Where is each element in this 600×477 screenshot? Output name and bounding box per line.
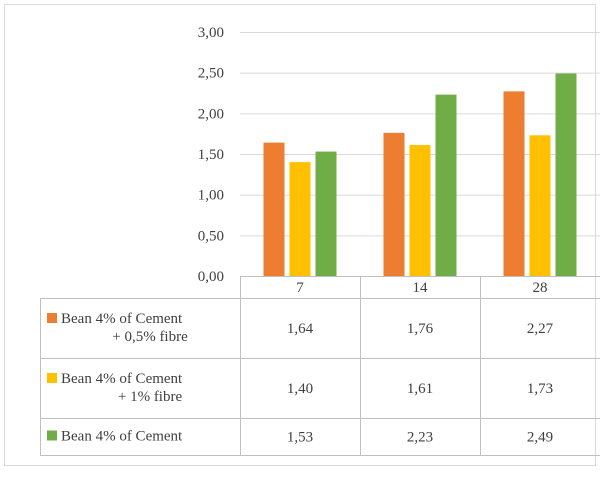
y-tick-label: 0,00: [198, 269, 224, 285]
series-name-label: Bean 4% of Cement: [61, 371, 183, 387]
bar: [315, 151, 337, 276]
bar: [289, 162, 311, 276]
data-value-label: 2,49: [527, 430, 553, 446]
data-value-label: 1,40: [287, 381, 313, 397]
data-table: 7 14 28 Bean 4% of Cement + 0,5% fibre 1,64 1,…: [40, 276, 600, 456]
data-value-label: 2,27: [527, 321, 554, 337]
series-name-label: Bean 4% of Cement: [61, 429, 183, 445]
legend-swatch: [47, 373, 57, 383]
x-category-label: 7: [296, 280, 304, 296]
series-name-label: + 0,5% fibre: [112, 329, 188, 345]
bars: [263, 73, 577, 276]
bar: [555, 73, 577, 276]
x-category-label: 14: [413, 280, 429, 296]
data-value-label: 1,64: [287, 321, 314, 337]
y-tick-label: 2,50: [198, 66, 224, 82]
data-value-label: 1,53: [287, 430, 313, 446]
bar: [529, 135, 551, 276]
data-value-label: 1,76: [407, 321, 434, 337]
legend-swatch: [47, 313, 57, 323]
y-tick-label: 1,50: [198, 147, 224, 163]
y-tick-label: 2,00: [198, 106, 224, 122]
bar: [503, 91, 525, 276]
y-tick-label: 0,50: [198, 228, 224, 244]
y-tick-label: 1,00: [198, 188, 224, 204]
legend-swatch: [47, 430, 57, 441]
y-tick-label: 3,00: [198, 25, 224, 41]
series-name-label: + 1% fibre: [118, 389, 183, 405]
data-value-label: 2,23: [407, 430, 433, 446]
bar: [409, 145, 431, 276]
data-value-label: 1,61: [407, 381, 433, 397]
y-axis-tick-labels: 0,00 0,50 1,00 1,50 2,00 2,50 3,00: [198, 25, 224, 285]
bar: [383, 132, 405, 276]
bar: [435, 94, 457, 276]
bar: [263, 142, 285, 276]
data-value-label: 1,73: [527, 381, 553, 397]
x-category-label: 28: [533, 280, 548, 296]
series-name-label: Bean 4% of Cement: [61, 311, 183, 327]
